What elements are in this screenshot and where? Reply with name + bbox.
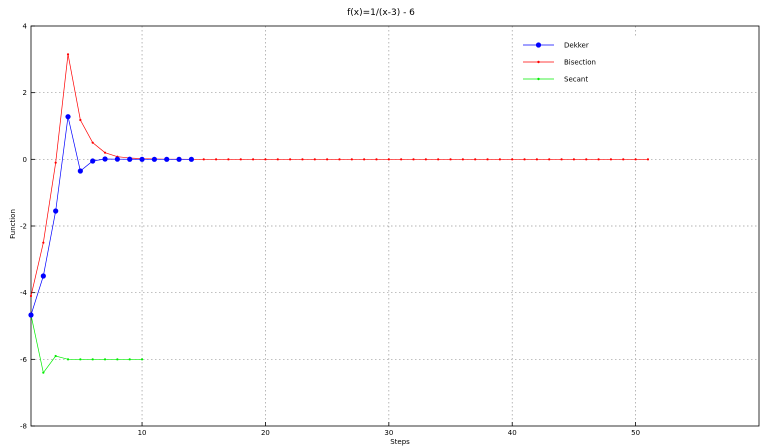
ticks: 10 20 30 40 50 -8 -6 -4 -2 0 2 4	[20, 23, 640, 438]
bisection-point	[313, 158, 316, 161]
dekker-point	[28, 312, 34, 318]
legend: Dekker Bisection Secant	[514, 35, 662, 89]
x-tick-label: 50	[631, 429, 640, 437]
bisection-point	[66, 53, 70, 56]
bisection-point	[276, 158, 279, 161]
y-tick-label: -6	[20, 356, 28, 364]
chart-title: f(x)=1/(x-3) - 6	[347, 8, 415, 18]
bisection-point	[498, 158, 501, 161]
y-tick-label: 4	[23, 23, 28, 31]
series-dekker	[28, 114, 195, 318]
secant-point	[42, 371, 45, 374]
bisection-point	[338, 158, 341, 161]
bisection-point	[572, 158, 576, 161]
dekker-point	[176, 156, 182, 162]
bisection-point	[622, 158, 625, 161]
legend-item-bisection: Bisection	[523, 59, 596, 67]
y-tick-label: 0	[23, 156, 27, 164]
secant-point	[91, 358, 94, 361]
bisection-point	[634, 158, 637, 161]
bisection-point	[387, 158, 390, 161]
y-tick-label: -8	[20, 423, 27, 431]
bisection-point	[424, 158, 427, 161]
dekker-point	[151, 156, 157, 162]
bisection-point	[289, 158, 292, 161]
bisection-point	[264, 158, 267, 161]
legend-secant-marker	[537, 77, 540, 81]
bisection-point	[227, 158, 230, 161]
dekker-point	[65, 114, 71, 120]
bisection-point	[326, 158, 329, 161]
dekker-point	[188, 156, 195, 162]
legend-item-secant: Secant	[523, 76, 588, 84]
bisection-point	[486, 158, 489, 161]
bisection-point	[523, 158, 526, 161]
legend-dekker-marker	[535, 42, 542, 48]
dekker-point	[40, 273, 46, 279]
bisection-point	[412, 158, 415, 161]
bisection-point	[560, 158, 563, 161]
bisection-point	[301, 158, 304, 161]
bisection-point	[42, 241, 45, 244]
secant-point	[103, 358, 107, 361]
bisection-point	[363, 158, 366, 161]
bisection-point	[91, 141, 94, 144]
x-axis-label: Steps	[390, 438, 410, 446]
bisection-point	[239, 158, 242, 161]
bisection-point	[609, 158, 613, 161]
bisection-point	[252, 158, 255, 161]
bisection-point	[548, 158, 551, 161]
bisection-point	[103, 151, 107, 154]
dekker-point	[102, 156, 108, 162]
secant-point	[140, 358, 144, 361]
bisection-point	[511, 158, 514, 161]
legend-bisection-label: Bisection	[564, 59, 596, 67]
secant-point	[128, 358, 131, 361]
bisection-point	[437, 158, 440, 161]
bisection-point	[29, 294, 33, 298]
bisection-point	[535, 158, 538, 161]
bisection-point	[461, 158, 464, 161]
dekker-point	[127, 156, 133, 162]
bisection-point	[585, 158, 588, 161]
bisection-point	[350, 158, 353, 161]
bisection-point	[400, 158, 403, 161]
secant-line	[30, 314, 143, 374]
dekker-point	[90, 158, 96, 164]
bisection-point	[214, 158, 218, 161]
bisection-point	[54, 161, 57, 164]
x-tick-label: 40	[508, 429, 517, 437]
dekker-point	[164, 156, 170, 162]
legend-item-dekker: Dekker	[523, 42, 589, 50]
y-axis-label: Function	[9, 209, 17, 239]
x-tick-label: 30	[384, 429, 393, 437]
dekker-point	[77, 168, 83, 174]
dekker-point	[114, 156, 120, 162]
legend-secant-label: Secant	[564, 76, 588, 84]
secant-point	[66, 358, 70, 361]
bisection-point	[79, 118, 82, 122]
y-tick-label: -2	[20, 223, 27, 231]
bisection-point	[375, 158, 378, 161]
x-tick-label: 10	[138, 429, 147, 437]
bisection-point	[202, 158, 205, 161]
secant-point	[79, 358, 82, 361]
bisection-point	[597, 158, 600, 161]
secant-point	[54, 354, 57, 358]
y-tick-label: -4	[20, 289, 28, 297]
bisection-point	[646, 158, 650, 161]
legend-dekker-label: Dekker	[564, 42, 589, 50]
series-bisection	[29, 53, 650, 298]
x-tick-label: 20	[261, 429, 270, 437]
bisection-point	[449, 158, 452, 161]
dekker-point	[53, 208, 59, 214]
bisection-point	[474, 158, 477, 161]
series-secant	[29, 313, 144, 374]
series	[28, 53, 650, 374]
secant-point	[116, 358, 119, 361]
y-tick-label: 2	[23, 89, 27, 97]
legend-bisection-marker	[537, 60, 540, 64]
dekker-point	[139, 156, 145, 162]
